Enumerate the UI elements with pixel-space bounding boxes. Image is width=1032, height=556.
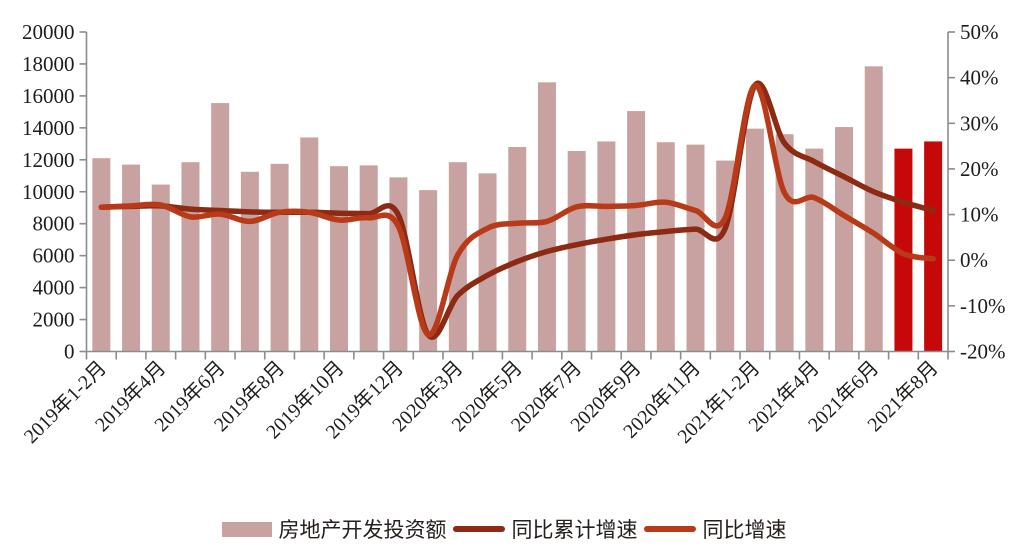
investment-bar <box>270 163 289 352</box>
y-axis-label-right: 30% <box>960 111 999 135</box>
investment-bar <box>864 66 883 352</box>
investment-bar <box>92 158 111 352</box>
investment-bar <box>151 184 170 352</box>
legend-item-cumulative-growth: 同比累计增速 <box>452 514 638 544</box>
y-axis-label-left: 6000 <box>33 244 75 268</box>
investment-bar <box>686 144 705 352</box>
y-axis-label-left: 0 <box>64 340 75 364</box>
investment-bar <box>122 164 141 352</box>
investment-bar <box>627 111 646 352</box>
investment-bar <box>211 103 230 352</box>
investment-bar <box>567 151 586 352</box>
bar-swatch-icon <box>221 521 272 537</box>
y-axis-label-right: 40% <box>960 66 999 90</box>
investment-bar <box>745 128 764 352</box>
investment-bar <box>330 166 349 352</box>
y-axis-label-right: 20% <box>960 157 999 181</box>
y-axis-label-left: 2000 <box>33 308 75 332</box>
investment-bar <box>597 141 616 352</box>
y-axis-label-right: -10% <box>960 294 1006 318</box>
investment-bar <box>656 142 675 352</box>
investment-bar <box>300 137 319 352</box>
y-axis-label-right: 0% <box>960 248 988 272</box>
y-axis-label-right: 50% <box>960 20 999 44</box>
chart-legend: 房地产开发投资额 同比累计增速 同比增速 <box>0 514 1020 544</box>
investment-bar <box>389 177 408 352</box>
y-axis-label-left: 10000 <box>22 180 75 204</box>
legend-item-monthly-growth: 同比增速 <box>643 514 787 544</box>
investment-bar-highlighted <box>924 141 943 352</box>
cumulative-line-swatch-icon <box>452 526 505 532</box>
legend-item-investment: 房地产开发投资额 <box>221 514 447 544</box>
y-axis-label-left: 12000 <box>22 148 75 172</box>
investment-bar <box>359 165 378 352</box>
investment-bar <box>419 190 438 352</box>
y-axis-label-right: 10% <box>960 203 999 227</box>
monthly-growth-line <box>98 82 936 338</box>
legend-label-cumulative-growth: 同比累计增速 <box>511 518 638 542</box>
x-axis-label: 2019年1-2月 <box>19 356 111 448</box>
legend-label-investment: 房地产开发投资额 <box>278 518 447 542</box>
investment-bar <box>835 127 854 352</box>
y-axis-label-left: 14000 <box>22 116 75 140</box>
investment-bar <box>181 162 200 352</box>
y-axis-label-left: 8000 <box>33 212 75 236</box>
y-axis-label-left: 18000 <box>22 52 75 76</box>
chart-canvas: 0 2000 4000 6000 8000 10000 12000 14000 16000 180… <box>19 20 1006 448</box>
investment-bar <box>240 171 259 352</box>
y-axis-label-right: -20% <box>960 340 1006 364</box>
investment-bar <box>478 173 497 352</box>
investment-bar <box>537 82 556 352</box>
investment-bar <box>805 148 824 352</box>
investment-bar <box>508 147 527 352</box>
y-axis-label-left: 4000 <box>33 276 75 300</box>
legend-label-monthly-growth: 同比增速 <box>702 518 787 542</box>
y-axis-label-left: 20000 <box>22 20 75 44</box>
y-axis-label-left: 16000 <box>22 84 75 108</box>
monthly-line-swatch-icon <box>643 526 696 532</box>
cumulative-growth-line <box>98 80 936 340</box>
